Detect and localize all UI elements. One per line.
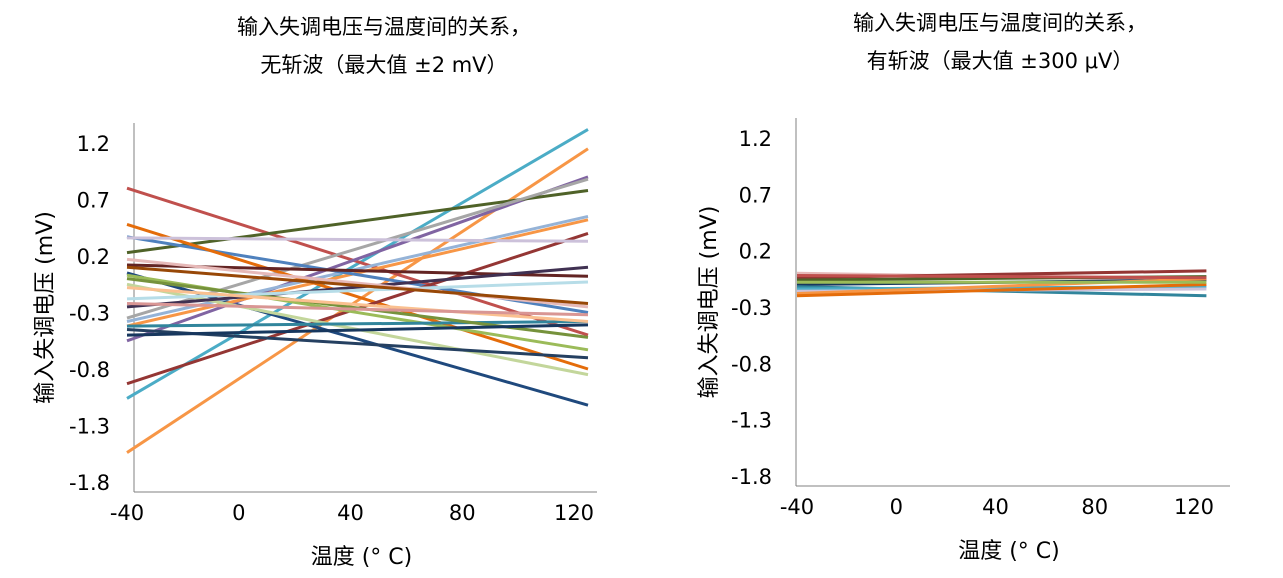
x-tick-label: 40 (982, 495, 1009, 519)
series-line-s3 (126, 186, 589, 337)
series-line-s11 (126, 222, 589, 371)
series-line-s9 (796, 283, 1207, 298)
chart-title-line-1: 输入失调电压与温度间的关系， (237, 15, 531, 39)
y-axis-label: 输入失调电压 (mV) (697, 206, 722, 399)
y-tick-label: 0.7 (77, 189, 110, 213)
series-line-s23 (126, 302, 589, 317)
y-tick-label: -1.3 (731, 409, 772, 433)
x-tick-label: -40 (780, 495, 814, 519)
x-tick-label: 80 (1081, 495, 1108, 519)
x-tick-label: 40 (337, 501, 364, 525)
x-tick-label: -40 (110, 501, 144, 525)
y-tick-label: -0.8 (69, 358, 110, 382)
y-tick-label: -1.8 (69, 471, 110, 495)
y-tick-label: -0.8 (731, 352, 772, 376)
series-line-s16 (126, 265, 589, 309)
x-tick-label: 80 (449, 501, 476, 525)
y-tick-label: 0.2 (739, 240, 772, 264)
x-tick-label: 120 (1174, 495, 1214, 519)
series-line-s25 (126, 265, 589, 305)
series-line-s8 (126, 218, 589, 328)
series-line-s17 (126, 320, 589, 328)
chart-1: 输入失调电压与温度间的关系， 无斩波（最大值 ±2 mV） 1.2 0.7 0.2 -0.… (33, 15, 597, 570)
y-tick-label: 1.2 (77, 132, 110, 156)
x-tick-label: 0 (232, 501, 245, 525)
series-line-s1 (126, 128, 589, 400)
y-tick-label: -0.3 (731, 296, 772, 320)
chart-title-line-2: 有斩波（最大值 ±300 μV） (867, 49, 1134, 73)
series-line-s20 (126, 257, 589, 309)
chart-title-line-2: 无斩波（最大值 ±2 mV） (260, 53, 507, 77)
series-line-s24 (126, 323, 589, 337)
y-tick-label: 0.2 (77, 245, 110, 269)
y-tick-label: 0.7 (739, 183, 772, 207)
x-tick-label: 120 (554, 501, 594, 525)
x-axis-label: 温度 (° C) (958, 539, 1060, 564)
series-line-s22 (126, 286, 589, 323)
chart-2: 输入失调电压与温度间的关系， 有斩波（最大值 ±300 μV） 1.2 0.7 0.2 -… (697, 11, 1230, 564)
y-tick-label: -1.8 (731, 465, 772, 489)
series-line-s19 (126, 280, 589, 301)
series-line-s5 (126, 175, 589, 343)
series-line-s11 (796, 274, 1207, 280)
y-axis-label: 输入失调电压 (mV) (33, 211, 58, 404)
x-tick-label: 0 (890, 495, 903, 519)
x-axis-label: 温度 (° C) (311, 545, 413, 570)
y-tick-label: -0.3 (69, 302, 110, 326)
chart-title-line-1: 输入失调电压与温度间的关系， (853, 11, 1147, 35)
series-line-s26 (126, 236, 589, 243)
y-tick-label: -1.3 (69, 415, 110, 439)
y-tick-label: 1.2 (739, 127, 772, 151)
